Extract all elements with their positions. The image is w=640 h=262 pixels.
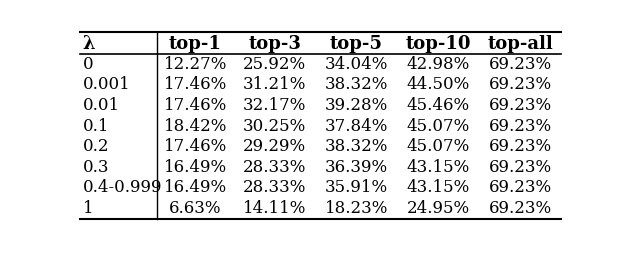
Text: 69.23%: 69.23% — [488, 200, 552, 217]
Text: top-1: top-1 — [169, 35, 221, 53]
Text: 43.15%: 43.15% — [407, 179, 470, 196]
Text: λ: λ — [83, 35, 95, 53]
Text: 12.27%: 12.27% — [164, 56, 227, 73]
Text: 45.46%: 45.46% — [407, 97, 470, 114]
Text: 37.84%: 37.84% — [325, 118, 388, 135]
Text: 45.07%: 45.07% — [407, 138, 470, 155]
Text: 69.23%: 69.23% — [488, 97, 552, 114]
Text: 69.23%: 69.23% — [488, 138, 552, 155]
Text: 28.33%: 28.33% — [243, 159, 307, 176]
Text: 69.23%: 69.23% — [488, 159, 552, 176]
Text: 69.23%: 69.23% — [488, 179, 552, 196]
Text: 1: 1 — [83, 200, 93, 217]
Text: 0: 0 — [83, 56, 93, 73]
Text: 6.63%: 6.63% — [169, 200, 221, 217]
Text: 17.46%: 17.46% — [164, 97, 227, 114]
Text: 34.04%: 34.04% — [325, 56, 388, 73]
Text: 36.39%: 36.39% — [325, 159, 388, 176]
Text: 32.17%: 32.17% — [243, 97, 307, 114]
Text: 24.95%: 24.95% — [407, 200, 470, 217]
Text: top-10: top-10 — [406, 35, 471, 53]
Text: 17.46%: 17.46% — [164, 138, 227, 155]
Text: 25.92%: 25.92% — [243, 56, 307, 73]
Text: 14.11%: 14.11% — [243, 200, 307, 217]
Text: 0.01: 0.01 — [83, 97, 120, 114]
Text: 42.98%: 42.98% — [407, 56, 470, 73]
Text: 0.4-0.999: 0.4-0.999 — [83, 179, 162, 196]
Text: 0.3: 0.3 — [83, 159, 109, 176]
Text: 30.25%: 30.25% — [243, 118, 307, 135]
Text: 17.46%: 17.46% — [164, 77, 227, 94]
Text: top-5: top-5 — [330, 35, 383, 53]
Text: 38.32%: 38.32% — [325, 77, 388, 94]
Text: 69.23%: 69.23% — [488, 77, 552, 94]
Text: 45.07%: 45.07% — [407, 118, 470, 135]
Text: 0.001: 0.001 — [83, 77, 130, 94]
Text: 44.50%: 44.50% — [407, 77, 470, 94]
Text: 16.49%: 16.49% — [164, 159, 227, 176]
Text: 38.32%: 38.32% — [325, 138, 388, 155]
Text: 43.15%: 43.15% — [407, 159, 470, 176]
Text: 31.21%: 31.21% — [243, 77, 307, 94]
Text: 0.2: 0.2 — [83, 138, 109, 155]
Text: 39.28%: 39.28% — [325, 97, 388, 114]
Text: top-3: top-3 — [248, 35, 301, 53]
Text: 35.91%: 35.91% — [325, 179, 388, 196]
Text: 0.1: 0.1 — [83, 118, 109, 135]
Text: 69.23%: 69.23% — [488, 56, 552, 73]
Text: 29.29%: 29.29% — [243, 138, 307, 155]
Text: 28.33%: 28.33% — [243, 179, 307, 196]
Text: 18.42%: 18.42% — [164, 118, 227, 135]
Text: top-all: top-all — [487, 35, 553, 53]
Text: 16.49%: 16.49% — [164, 179, 227, 196]
Text: 69.23%: 69.23% — [488, 118, 552, 135]
Text: 18.23%: 18.23% — [325, 200, 388, 217]
